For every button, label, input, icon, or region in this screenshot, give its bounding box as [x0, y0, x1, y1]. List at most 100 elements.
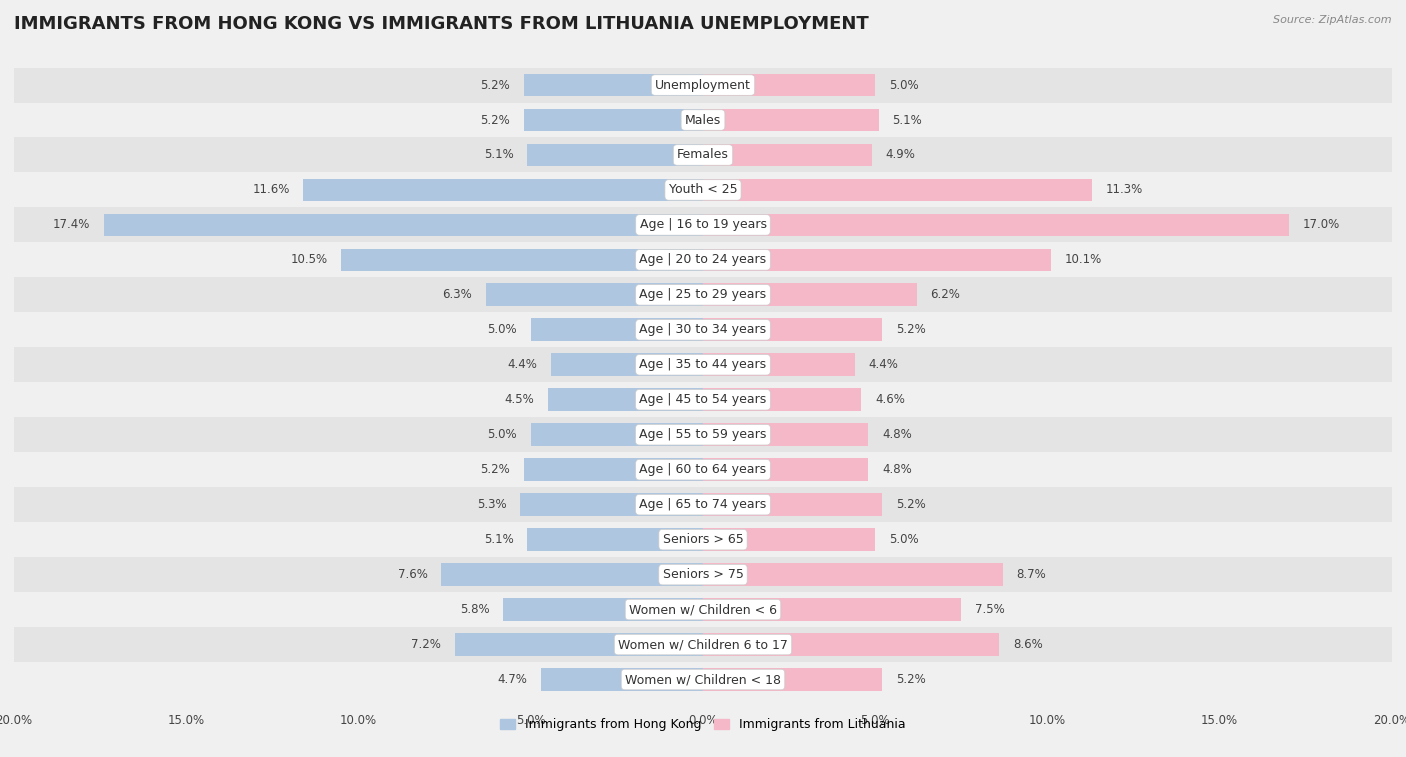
Bar — [703, 283, 917, 307]
Text: 5.1%: 5.1% — [484, 533, 513, 546]
Bar — [14, 277, 1392, 313]
Bar — [541, 668, 703, 691]
Bar — [703, 494, 882, 516]
Text: Age | 60 to 64 years: Age | 60 to 64 years — [640, 463, 766, 476]
Text: 4.8%: 4.8% — [882, 428, 912, 441]
Text: 4.4%: 4.4% — [508, 358, 537, 371]
Text: Seniors > 65: Seniors > 65 — [662, 533, 744, 546]
Text: 5.0%: 5.0% — [488, 428, 517, 441]
Text: 5.2%: 5.2% — [896, 498, 925, 511]
Text: 4.8%: 4.8% — [882, 463, 912, 476]
Bar — [14, 242, 1392, 277]
Text: Women w/ Children 6 to 17: Women w/ Children 6 to 17 — [619, 638, 787, 651]
Bar — [703, 563, 1002, 586]
Bar — [703, 458, 869, 481]
Text: IMMIGRANTS FROM HONG KONG VS IMMIGRANTS FROM LITHUANIA UNEMPLOYMENT: IMMIGRANTS FROM HONG KONG VS IMMIGRANTS … — [14, 15, 869, 33]
Bar — [14, 452, 1392, 488]
Text: 5.3%: 5.3% — [477, 498, 506, 511]
Bar — [524, 458, 703, 481]
Bar — [14, 67, 1392, 102]
Text: 5.0%: 5.0% — [889, 79, 918, 92]
Text: Age | 45 to 54 years: Age | 45 to 54 years — [640, 394, 766, 407]
Bar — [703, 179, 1092, 201]
Bar — [14, 173, 1392, 207]
Bar — [503, 598, 703, 621]
Bar — [441, 563, 703, 586]
Text: 11.3%: 11.3% — [1107, 183, 1143, 197]
Text: 5.2%: 5.2% — [481, 79, 510, 92]
Bar — [531, 319, 703, 341]
Text: 4.7%: 4.7% — [498, 673, 527, 686]
Bar — [14, 592, 1392, 627]
Text: 4.9%: 4.9% — [886, 148, 915, 161]
Bar — [14, 382, 1392, 417]
Bar — [703, 423, 869, 446]
Text: 8.6%: 8.6% — [1012, 638, 1043, 651]
Text: 11.6%: 11.6% — [252, 183, 290, 197]
Text: 17.4%: 17.4% — [52, 219, 90, 232]
Text: 10.1%: 10.1% — [1064, 254, 1102, 266]
Bar — [703, 319, 882, 341]
Bar — [104, 213, 703, 236]
Bar — [14, 662, 1392, 697]
Text: Women w/ Children < 6: Women w/ Children < 6 — [628, 603, 778, 616]
Text: Youth < 25: Youth < 25 — [669, 183, 737, 197]
Bar — [551, 354, 703, 376]
Text: 8.7%: 8.7% — [1017, 568, 1046, 581]
Bar — [703, 528, 875, 551]
Bar — [703, 73, 875, 96]
Bar — [703, 633, 1000, 656]
Bar — [527, 528, 703, 551]
Text: 4.5%: 4.5% — [505, 394, 534, 407]
Bar — [524, 73, 703, 96]
Bar — [14, 138, 1392, 173]
Text: Seniors > 75: Seniors > 75 — [662, 568, 744, 581]
Text: Age | 65 to 74 years: Age | 65 to 74 years — [640, 498, 766, 511]
Bar — [524, 109, 703, 132]
Bar — [527, 144, 703, 167]
Text: Age | 16 to 19 years: Age | 16 to 19 years — [640, 219, 766, 232]
Bar — [703, 598, 962, 621]
Text: 5.0%: 5.0% — [889, 533, 918, 546]
Bar — [456, 633, 703, 656]
Text: Age | 35 to 44 years: Age | 35 to 44 years — [640, 358, 766, 371]
Text: 5.2%: 5.2% — [896, 323, 925, 336]
Bar — [703, 144, 872, 167]
Text: 5.0%: 5.0% — [488, 323, 517, 336]
Text: 5.2%: 5.2% — [481, 114, 510, 126]
Text: Age | 30 to 34 years: Age | 30 to 34 years — [640, 323, 766, 336]
Text: 4.4%: 4.4% — [869, 358, 898, 371]
Bar — [14, 522, 1392, 557]
Text: Age | 20 to 24 years: Age | 20 to 24 years — [640, 254, 766, 266]
Text: 7.5%: 7.5% — [976, 603, 1005, 616]
Bar — [14, 557, 1392, 592]
Bar — [703, 213, 1289, 236]
Text: Women w/ Children < 18: Women w/ Children < 18 — [626, 673, 780, 686]
Bar — [14, 313, 1392, 347]
Bar — [14, 207, 1392, 242]
Bar — [342, 248, 703, 271]
Text: 7.6%: 7.6% — [398, 568, 427, 581]
Text: 5.8%: 5.8% — [460, 603, 489, 616]
Text: 7.2%: 7.2% — [412, 638, 441, 651]
Text: Females: Females — [678, 148, 728, 161]
Text: Unemployment: Unemployment — [655, 79, 751, 92]
Text: 5.2%: 5.2% — [896, 673, 925, 686]
Bar — [14, 627, 1392, 662]
Bar — [14, 417, 1392, 452]
Legend: Immigrants from Hong Kong, Immigrants from Lithuania: Immigrants from Hong Kong, Immigrants fr… — [495, 713, 911, 737]
Text: 6.2%: 6.2% — [931, 288, 960, 301]
Text: 5.2%: 5.2% — [481, 463, 510, 476]
Text: Source: ZipAtlas.com: Source: ZipAtlas.com — [1274, 15, 1392, 25]
Text: 4.6%: 4.6% — [875, 394, 905, 407]
Bar — [703, 354, 855, 376]
Bar — [703, 388, 862, 411]
Bar — [14, 347, 1392, 382]
Text: 6.3%: 6.3% — [443, 288, 472, 301]
Text: Males: Males — [685, 114, 721, 126]
Text: Age | 25 to 29 years: Age | 25 to 29 years — [640, 288, 766, 301]
Bar — [703, 109, 879, 132]
Text: 10.5%: 10.5% — [291, 254, 328, 266]
Bar — [14, 102, 1392, 138]
Text: Age | 55 to 59 years: Age | 55 to 59 years — [640, 428, 766, 441]
